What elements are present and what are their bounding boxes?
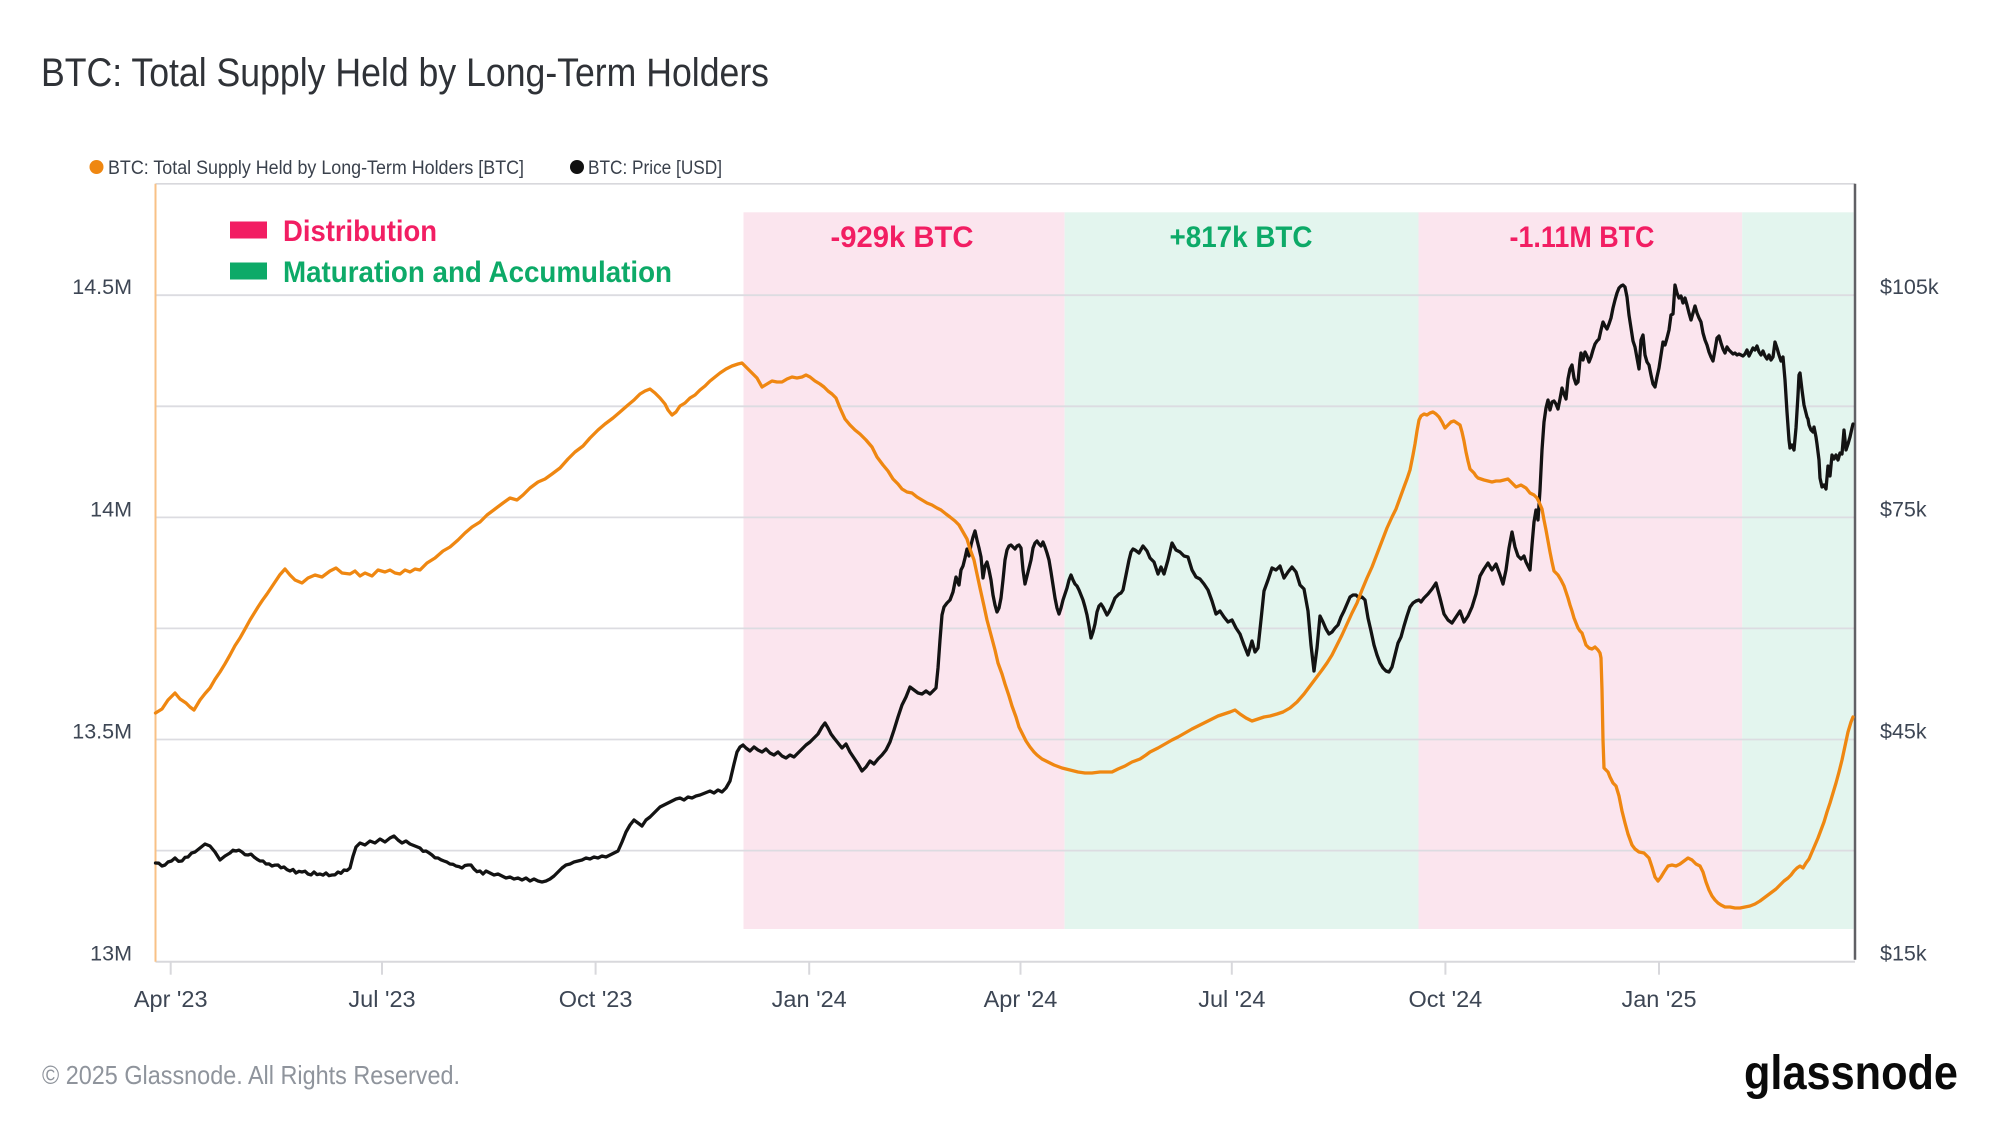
svg-text:BTC: Total Supply Held by Long: BTC: Total Supply Held by Long-Term Hold…: [108, 158, 524, 179]
svg-text:13.5M: 13.5M: [72, 720, 132, 744]
svg-text:$75k: $75k: [1880, 497, 1927, 521]
svg-text:$15k: $15k: [1880, 942, 1927, 966]
svg-text:$105k: $105k: [1880, 275, 1939, 299]
svg-text:Apr '23: Apr '23: [134, 986, 208, 1012]
svg-text:Apr '24: Apr '24: [984, 986, 1058, 1012]
svg-text:Oct '24: Oct '24: [1409, 986, 1483, 1012]
svg-text:Maturation and Accumulation: Maturation and Accumulation: [283, 256, 672, 289]
svg-text:glassnode: glassnode: [1744, 1047, 1958, 1100]
svg-text:14M: 14M: [90, 497, 132, 521]
svg-text:Jan '25: Jan '25: [1621, 986, 1696, 1012]
svg-text:Jul '23: Jul '23: [348, 986, 415, 1012]
svg-text:Jan '24: Jan '24: [772, 986, 847, 1012]
svg-text:13M: 13M: [90, 942, 132, 966]
svg-text:© 2025 Glassnode. All Rights R: © 2025 Glassnode. All Rights Reserved.: [42, 1060, 460, 1090]
svg-text:14.5M: 14.5M: [72, 275, 132, 299]
svg-text:Oct '23: Oct '23: [559, 986, 633, 1012]
svg-text:Distribution: Distribution: [283, 215, 437, 248]
svg-text:BTC: Total Supply Held by Long: BTC: Total Supply Held by Long-Term Hold…: [41, 51, 769, 95]
svg-text:Jul '24: Jul '24: [1198, 986, 1265, 1012]
svg-text:-1.11M BTC: -1.11M BTC: [1510, 221, 1655, 254]
svg-text:BTC: Price [USD]: BTC: Price [USD]: [588, 158, 722, 179]
svg-text:-929k BTC: -929k BTC: [831, 221, 974, 254]
svg-text:$45k: $45k: [1880, 720, 1927, 744]
svg-text:+817k BTC: +817k BTC: [1170, 221, 1313, 254]
